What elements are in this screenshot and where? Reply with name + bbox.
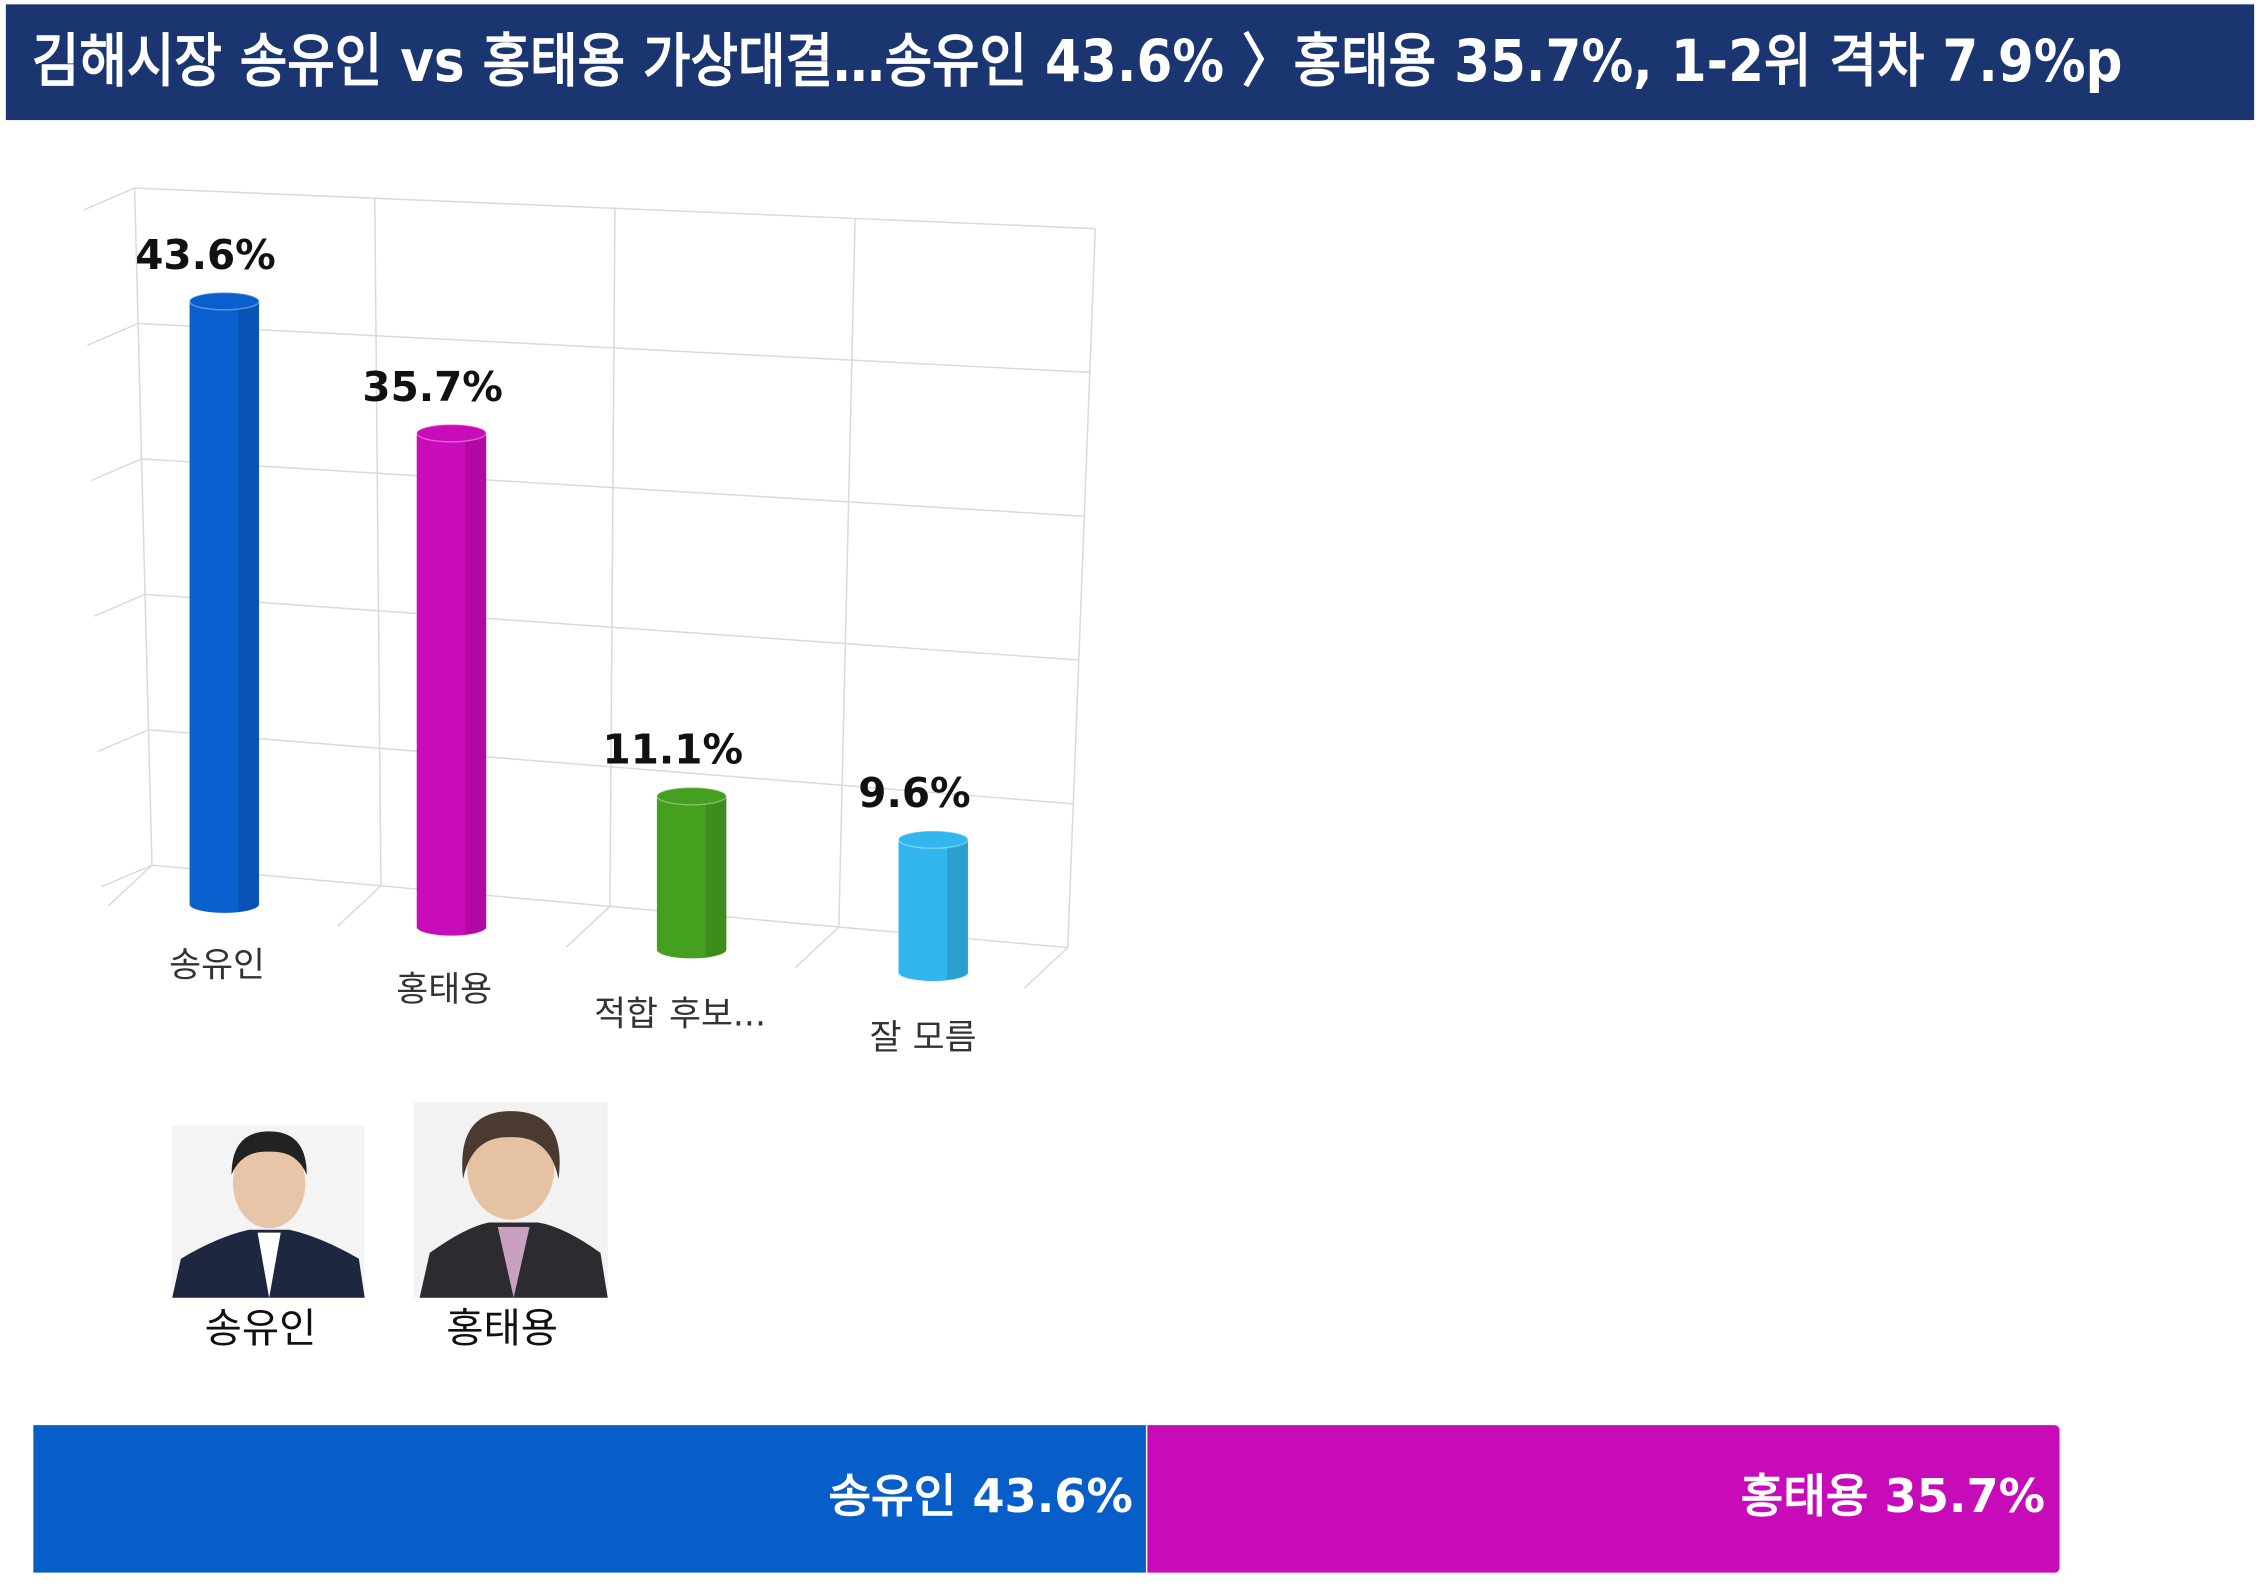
bar-body <box>416 433 487 936</box>
bar-body <box>898 839 968 982</box>
photo-1 <box>172 1125 365 1298</box>
side-grid-line <box>87 322 139 346</box>
bar <box>416 423 487 936</box>
bar-cap <box>416 423 487 443</box>
wall-divider <box>133 188 153 866</box>
comparison-label: 홍태용 35.7% <box>1741 1468 2045 1522</box>
photo-2 <box>413 1102 608 1298</box>
title: 김해시장 송유인 vs 홍태용 가상대결…송유인 43.6% 〉홍태용 35.7… <box>32 27 2123 95</box>
x-tick-label: 적합 후보... <box>594 995 766 1035</box>
bar-cap <box>897 830 969 850</box>
bar-cap <box>188 291 260 311</box>
x-tick-label: 송유인 <box>169 945 265 985</box>
side-grid-line <box>101 864 153 888</box>
photo-shirt <box>257 1232 281 1298</box>
bar <box>897 830 969 982</box>
bar-shade <box>705 796 727 957</box>
photo-face <box>232 1138 306 1229</box>
floor-divider <box>337 885 382 927</box>
photo-face <box>467 1118 555 1220</box>
floor-divider <box>565 905 611 948</box>
data-label: 9.6% <box>858 769 970 817</box>
floor-divider <box>108 864 153 907</box>
wall-divider <box>838 218 856 928</box>
photo-caption: 홍태용 <box>446 1304 558 1352</box>
side-grid-line <box>90 458 142 482</box>
wall-divider <box>1067 228 1096 948</box>
value-label: 35.7% <box>1885 1468 2046 1522</box>
comparison-label: 송유인 43.6% <box>828 1468 1132 1522</box>
side-grid-line <box>94 593 146 617</box>
data-label: 11.1% <box>603 726 744 774</box>
title-bar <box>5 4 2255 121</box>
data-label: 43.6% <box>135 231 276 279</box>
photo-hair <box>231 1131 307 1175</box>
bar-body <box>189 301 260 913</box>
wall-divider <box>609 208 616 907</box>
value-label: 43.6% <box>972 1468 1133 1522</box>
x-tick-label: 잘 모름 <box>870 1018 977 1058</box>
x-tick-label: 홍태용 <box>396 970 492 1010</box>
bar-body <box>656 796 727 959</box>
side-grid-line <box>83 187 135 211</box>
floor-divider <box>794 926 840 969</box>
bar <box>188 291 260 913</box>
floor-divider <box>1023 947 1069 989</box>
bar-shade <box>238 301 260 912</box>
photo-tie <box>497 1226 530 1298</box>
series-name: 홍태용 <box>1741 1468 1869 1522</box>
bar-shade <box>947 839 968 980</box>
data-label: 35.7% <box>362 363 503 411</box>
side-grid-line <box>97 729 149 753</box>
comparison-bar <box>1147 1425 2060 1573</box>
comparison-bar <box>33 1425 1148 1573</box>
bar-shade <box>465 433 487 935</box>
bar-cap <box>656 786 728 806</box>
series-name: 송유인 <box>828 1468 956 1522</box>
wall-divider <box>374 198 382 886</box>
bar <box>656 786 728 959</box>
photo-caption: 송유인 <box>205 1304 317 1352</box>
photo-hair <box>462 1111 560 1180</box>
